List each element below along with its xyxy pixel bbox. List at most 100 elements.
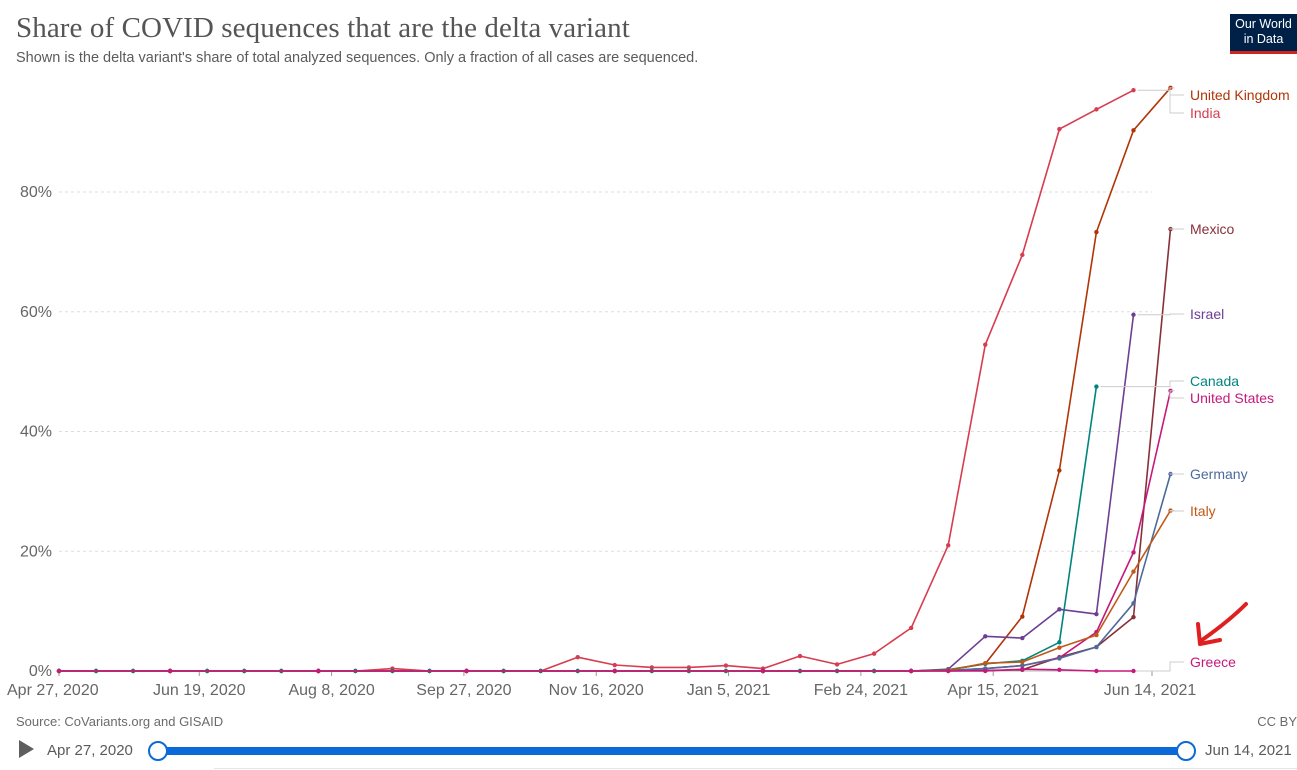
timeline-end-label: Jun 14, 2021 [1205, 742, 1292, 759]
data-point [1057, 640, 1062, 645]
data-point [1094, 107, 1099, 112]
data-point [1057, 607, 1062, 612]
chart-title: Share of COVID sequences that are the de… [16, 12, 630, 44]
data-point [834, 662, 840, 667]
series-line [59, 390, 1172, 672]
data-point [1094, 668, 1099, 674]
data-point [612, 662, 617, 668]
series-label: United States [1190, 390, 1274, 406]
x-axis-ticks: Apr 27, 2020 Jun 19, 2020 Aug 8, 2020 Sep 2… [7, 671, 1196, 699]
data-point [946, 668, 951, 674]
series-label: Greece [1190, 654, 1236, 670]
data-point [1131, 88, 1136, 93]
series-label: United Kingdom [1190, 87, 1290, 103]
data-point [167, 668, 173, 674]
data-point [1057, 468, 1062, 473]
license-note[interactable]: CC BY [1257, 714, 1297, 729]
owid-logo[interactable]: Our World in Data [1230, 14, 1297, 54]
data-point [946, 543, 951, 548]
data-point [1057, 645, 1062, 650]
series-label: India [1190, 105, 1221, 121]
label-leader-line [1100, 380, 1184, 388]
y-tick-label: 80% [20, 184, 52, 201]
series-label: Canada [1190, 373, 1239, 389]
data-point [983, 661, 988, 666]
series-line [59, 386, 1098, 672]
label-leader-line [1137, 661, 1184, 672]
timeline-divider [214, 768, 1297, 769]
data-point [1131, 128, 1136, 133]
series-labels: United Kingdom India Mexico Israel CanadaUni… [1100, 87, 1290, 672]
timeline-start-label: Apr 27, 2020 [47, 742, 133, 759]
data-point [983, 634, 988, 639]
series-line [59, 89, 1134, 672]
data-point [1057, 656, 1062, 661]
series-label: Israel [1190, 306, 1224, 322]
data-point [1131, 601, 1136, 606]
data-point [1020, 667, 1025, 672]
x-tick-label: Jan 5, 2021 [687, 682, 771, 699]
series-label: Mexico [1190, 221, 1235, 237]
x-tick-label: Feb 24, 2021 [814, 682, 908, 699]
data-point [56, 668, 62, 674]
timeline-track[interactable] [158, 747, 1186, 755]
chart-subtitle: Shown is the delta variant's share of to… [16, 50, 699, 66]
data-point [908, 668, 914, 674]
data-point [983, 342, 988, 347]
play-button[interactable] [19, 740, 34, 758]
data-point [686, 665, 692, 670]
data-point [1020, 614, 1025, 619]
data-point [464, 668, 469, 674]
data-point [871, 651, 877, 656]
data-point [723, 663, 729, 668]
y-tick-label: 60% [20, 304, 52, 321]
data-point [983, 668, 988, 674]
timeline-start-handle[interactable] [148, 741, 168, 761]
y-tick-label: 20% [20, 543, 52, 560]
data-point [908, 625, 914, 631]
label-leader-line [1137, 313, 1184, 316]
data-point [1131, 614, 1136, 620]
logo-line-1: Our World [1235, 17, 1292, 31]
series-label: Germany [1190, 466, 1248, 482]
red-arrow-annotation [1196, 602, 1248, 646]
data-point [1131, 550, 1136, 555]
y-tick-label: 0% [29, 663, 52, 680]
series-lines [56, 85, 1173, 674]
data-point [1131, 668, 1136, 674]
y-tick-label: 40% [20, 424, 52, 441]
data-point [1131, 312, 1136, 317]
series-label: Italy [1190, 503, 1216, 519]
x-tick-label: Apr 27, 2020 [7, 682, 99, 699]
data-point [1020, 252, 1025, 258]
logo-line-2: in Data [1243, 32, 1284, 46]
data-point [1094, 384, 1099, 389]
data-point [1020, 663, 1025, 668]
data-point [1020, 659, 1025, 665]
data-point [797, 653, 803, 659]
x-tick-label: Apr 15, 2021 [947, 682, 1039, 699]
x-tick-label: Jun 19, 2020 [153, 682, 246, 699]
data-point [575, 655, 580, 660]
y-axis-ticks: 0% 20% 40% 60% 80% [20, 184, 52, 680]
label-leader-line [1137, 89, 1184, 114]
series-line [59, 314, 1135, 672]
series-line [59, 229, 1172, 672]
label-leader-line [1169, 390, 1184, 399]
source-note[interactable]: Source: CoVariants.org and GISAID [16, 714, 224, 729]
data-point [1094, 229, 1099, 235]
data-point [1094, 644, 1099, 650]
data-point [1094, 611, 1099, 617]
timeline: Apr 27, 2020 Jun 14, 2021 [0, 735, 1297, 770]
x-tick-label: Nov 16, 2020 [549, 682, 644, 699]
line-chart: 0% 20% 40% 60% 80% Apr 27, 2020 Jun 19, 2020 A… [7, 85, 1290, 699]
data-point [612, 668, 617, 674]
data-point [316, 668, 321, 674]
x-tick-label: Sep 27, 2020 [416, 682, 511, 699]
x-tick-label: Jun 14, 2021 [1104, 682, 1197, 699]
timeline-end-handle[interactable] [1176, 741, 1196, 761]
series-line [59, 87, 1172, 672]
data-point [1020, 635, 1025, 641]
data-point [649, 665, 655, 670]
data-point [1131, 569, 1136, 574]
